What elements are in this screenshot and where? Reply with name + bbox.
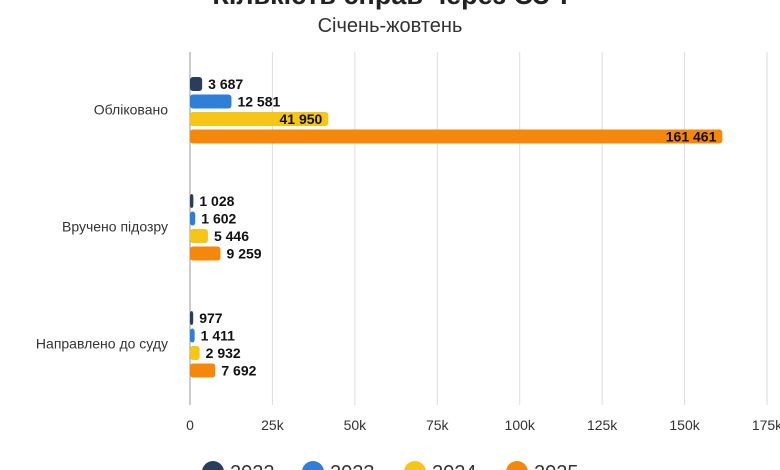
bar-2022: [190, 77, 203, 91]
x-tick-label: 125k: [587, 417, 618, 433]
x-tick-label: 50k: [344, 417, 368, 433]
data-label: 161 461: [666, 129, 717, 145]
bar-2022: [190, 311, 194, 325]
chart-subtitle: Січень-жовтень: [318, 15, 463, 37]
x-tick-label: 175k: [752, 417, 780, 433]
data-label: 1 602: [201, 211, 236, 227]
legend-marker-2024: [404, 461, 426, 470]
data-label: 1 411: [201, 328, 235, 344]
bar-2025: [190, 129, 723, 144]
bar-2023: [190, 94, 232, 109]
legend-marker-2023: [302, 461, 324, 470]
data-label: 3 687: [208, 76, 243, 92]
x-tick-label: 150k: [669, 417, 700, 433]
data-label: 12 581: [237, 94, 280, 110]
data-label: 5 446: [214, 228, 249, 244]
x-tick-label: 0: [186, 417, 194, 433]
data-label: 7 692: [221, 363, 256, 379]
category-label: Вручено підозру: [62, 218, 168, 234]
x-tick-label: 25k: [261, 417, 285, 433]
data-label: 1 028: [199, 193, 234, 209]
x-tick-label: 100k: [505, 417, 536, 433]
bar-2025: [190, 363, 216, 378]
category-label: Обліковано: [94, 101, 168, 117]
legend-label: 2022: [230, 462, 275, 470]
legend-label: 2024: [432, 462, 477, 470]
bar-2023: [190, 211, 196, 226]
chart-title: Кількість справ через СЗЧ: [212, 0, 567, 10]
legend-label: 2025: [534, 462, 579, 470]
data-label: 41 950: [279, 111, 322, 127]
bar-2024: [190, 229, 208, 243]
bar-2023: [190, 328, 195, 343]
data-label: 977: [199, 310, 223, 326]
legend-marker-2022: [202, 461, 224, 470]
legend-marker-2025: [506, 461, 528, 470]
data-label: 9 259: [227, 246, 262, 262]
bar-2025: [190, 246, 221, 261]
bar-2024: [190, 346, 200, 360]
category-label: Направлено до суду: [36, 335, 168, 351]
x-tick-label: 75k: [426, 417, 450, 433]
legend-label: 2023: [330, 462, 375, 470]
data-label: 2 932: [206, 345, 241, 361]
bar-2022: [190, 194, 194, 208]
bar-2024: [190, 112, 329, 126]
